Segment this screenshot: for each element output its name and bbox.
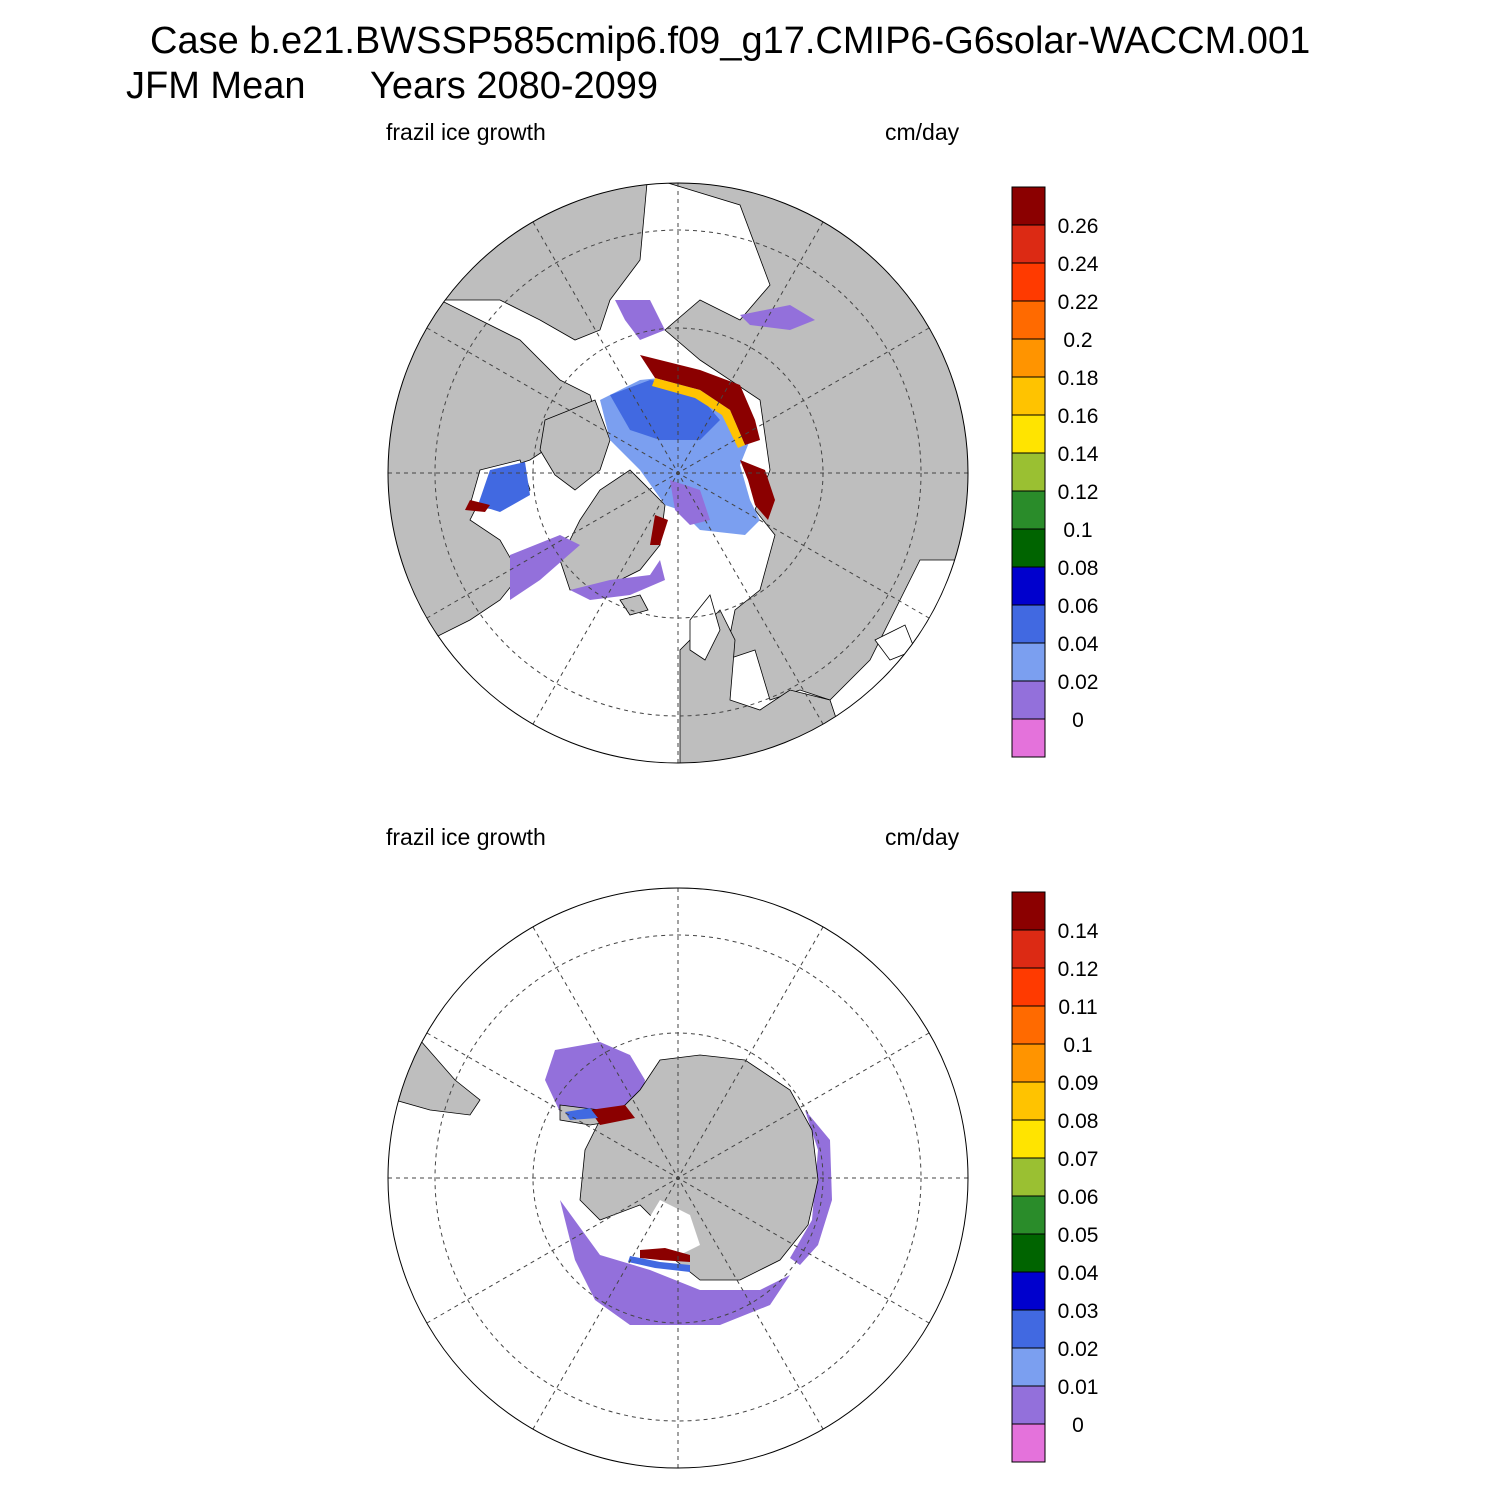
colorbar-tick-label: 0.02 xyxy=(1058,1338,1099,1361)
colorbar-tick-label: 0.02 xyxy=(1058,671,1099,694)
colorbar-tick-label: 0.16 xyxy=(1058,405,1099,428)
colorbar-box xyxy=(1011,1043,1046,1083)
colorbar-tick-label: 0.2 xyxy=(1063,329,1092,352)
colorbar-box xyxy=(1011,376,1046,416)
colorbar-box xyxy=(1011,718,1046,758)
south-panel-left-title: frazil ice growth xyxy=(386,824,546,850)
south-panel-units: cm/day xyxy=(885,824,960,850)
ross-ice-shelf-gap xyxy=(645,1200,700,1255)
colorbar-tick-label: 0.07 xyxy=(1058,1148,1099,1171)
years-label: Years 2080-2099 xyxy=(370,65,659,107)
colorbar-box xyxy=(1011,967,1046,1007)
kara-red-band xyxy=(740,460,775,520)
colorbar-box xyxy=(1011,1005,1046,1045)
antarctica-land xyxy=(579,1054,819,1281)
colorbar-tick-label: 0 xyxy=(1072,1414,1084,1437)
colorbar-tick-label: 0.01 xyxy=(1058,1376,1099,1399)
greenland-sea-purple xyxy=(670,480,710,525)
colorbar-tick-label: 0.14 xyxy=(1058,443,1099,466)
weddell-purple-field xyxy=(545,1042,645,1118)
colorbar-tick-label: 0.1 xyxy=(1063,1034,1092,1057)
north-panel-left-title: frazil ice growth xyxy=(386,119,546,145)
colorbar-box xyxy=(1011,300,1046,340)
colorbar-tick-label: 0.11 xyxy=(1058,996,1097,1019)
colorbar-tick-label: 0.14 xyxy=(1058,920,1099,943)
colorbar-tick-label: 0.24 xyxy=(1058,253,1099,276)
colorbar-box xyxy=(1011,490,1046,530)
colorbar-tick-label: 0.03 xyxy=(1058,1300,1099,1323)
colorbar-box xyxy=(1011,566,1046,606)
colorbar-tick-label: 0.08 xyxy=(1058,557,1099,580)
north-polar-map xyxy=(388,183,968,763)
colorbar-tick-label: 0.06 xyxy=(1058,595,1099,618)
colorbar-box xyxy=(1011,1423,1046,1463)
colorbar-box xyxy=(1011,186,1046,226)
south-polar-map xyxy=(388,888,968,1468)
east-antarctic-purple-rim xyxy=(790,1110,832,1265)
colorbar-box xyxy=(1011,680,1046,720)
north-panel-units: cm/day xyxy=(885,119,960,145)
colorbar-tick-label: 0 xyxy=(1072,709,1084,732)
barents-yellow-band xyxy=(652,378,745,448)
colorbar-box xyxy=(1011,1157,1046,1197)
hudson-bay-red-edge xyxy=(465,500,490,512)
hudson-bay-field xyxy=(478,462,530,512)
colorbar-box xyxy=(1011,929,1046,969)
north-map-border xyxy=(387,182,969,764)
colorbar-box xyxy=(1011,1309,1046,1349)
colorbar-box xyxy=(1011,452,1046,492)
colorbar-tick-label: 0.12 xyxy=(1058,481,1099,504)
southern-ocean-purple-field xyxy=(560,1200,790,1325)
colorbar-box xyxy=(1011,1271,1046,1311)
barents-red-band xyxy=(640,355,760,445)
iceland-land xyxy=(619,594,649,616)
case-title: Case b.e21.BWSSP585cmip6.f09_g17.CMIP6-G… xyxy=(150,20,1311,62)
labrador-purple-strip xyxy=(570,560,665,600)
colorbar-tick-label: 0.04 xyxy=(1058,633,1099,656)
colorbar-tick-label: 0.12 xyxy=(1058,958,1099,981)
colorbar-box xyxy=(1011,891,1046,931)
greenland-land xyxy=(559,469,666,591)
east-greenland-red xyxy=(650,515,668,545)
south-colorbar: 0.14 0.12 0.11 0.1 0.09 0.08 0.07 0.06 0.05 0.04 0… xyxy=(1011,891,1099,1463)
colorbar-tick-label: 0.1 xyxy=(1063,519,1092,542)
colorbar-box xyxy=(1011,528,1046,568)
colorbar-tick-label: 0.26 xyxy=(1058,215,1099,238)
colorbar-box xyxy=(1011,414,1046,454)
colorbar-box xyxy=(1011,1081,1046,1121)
colorbar-box xyxy=(1011,642,1046,682)
colorbar-box xyxy=(1011,1233,1046,1273)
weddell-red-band xyxy=(590,1105,635,1125)
period-label: JFM Mean xyxy=(126,65,306,107)
colorbar-box xyxy=(1011,338,1046,378)
okhotsk-purple xyxy=(740,305,815,330)
colorbar-tick-label: 0.22 xyxy=(1058,291,1099,314)
colorbar-tick-label: 0.09 xyxy=(1058,1072,1099,1095)
north-colorbar: 0.26 0.24 0.22 0.2 0.18 0.16 0.14 0.12 0.1 0.08 0.… xyxy=(1011,186,1099,758)
colorbar-box xyxy=(1011,604,1046,644)
ross-blue-band xyxy=(628,1256,690,1272)
colorbar-tick-label: 0.06 xyxy=(1058,1186,1099,1209)
colorbar-box xyxy=(1011,262,1046,302)
colorbar-box xyxy=(1011,1195,1046,1235)
colorbar-tick-label: 0.18 xyxy=(1058,367,1099,390)
south-map-border xyxy=(387,887,969,1469)
colorbar-tick-label: 0.04 xyxy=(1058,1262,1099,1285)
baffin-purple-strip xyxy=(510,535,580,600)
colorbar-tick-label: 0.08 xyxy=(1058,1110,1099,1133)
colorbar-box xyxy=(1011,1347,1046,1387)
colorbar-box xyxy=(1011,1385,1046,1425)
colorbar-tick-label: 0.05 xyxy=(1058,1224,1099,1247)
colorbar-box xyxy=(1011,1119,1046,1159)
colorbar-box xyxy=(1011,224,1046,264)
canadian-archipelago-land xyxy=(539,399,611,491)
